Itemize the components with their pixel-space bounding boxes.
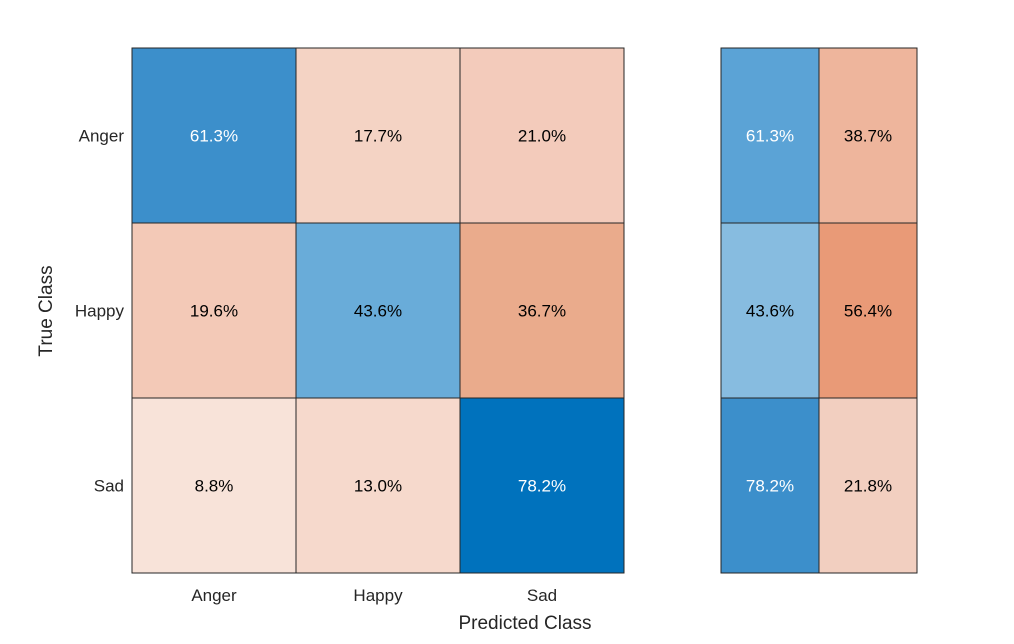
x-axis-label: Predicted Class [458,613,591,634]
x-tick-label: Sad [527,586,557,605]
x-tick-label: Happy [353,586,403,605]
cell-1-1 [818,222,918,399]
cell-value-1-2: 36.7% [518,302,566,321]
confusion-matrix-main: 61.3% 17.7% 21.0% 19.6% 43.6% 36.7% 8.8% 13.0% 7… [131,47,625,574]
cell-value-1-0: 43.6% [746,302,794,321]
cell-2-0 [131,397,297,574]
y-tick-labels: Anger Happy Sad [75,127,125,496]
y-axis-label: True Class [36,265,57,356]
cell-value-0-2: 21.0% [518,127,566,146]
cell-value-0-1: 17.7% [354,127,402,146]
cell-value-2-0: 8.8% [195,477,234,496]
x-tick-labels: Anger Happy Sad [191,586,557,605]
cell-1-0 [720,222,820,399]
cell-0-2 [459,47,625,224]
cell-1-1 [295,222,461,399]
cell-1-2 [459,222,625,399]
cell-0-0 [720,47,820,224]
cell-value-2-1: 21.8% [844,477,892,496]
cell-value-0-0: 61.3% [190,127,238,146]
cell-2-2 [459,397,625,574]
cell-0-1 [818,47,918,224]
cell-2-1 [295,397,461,574]
cell-value-1-1: 43.6% [354,302,402,321]
cell-value-2-0: 78.2% [746,477,794,496]
cell-value-1-1: 56.4% [844,302,892,321]
y-tick-label: Anger [79,127,125,146]
y-tick-label: Sad [94,477,124,496]
x-tick-label: Anger [191,586,237,605]
cell-2-1 [818,397,918,574]
cell-value-1-0: 19.6% [190,302,238,321]
y-tick-label: Happy [75,302,125,321]
cell-value-0-1: 38.7% [844,127,892,146]
cell-value-2-2: 78.2% [518,477,566,496]
cell-0-0 [131,47,297,224]
cell-0-1 [295,47,461,224]
cell-2-0 [720,397,820,574]
cell-1-0 [131,222,297,399]
cell-value-2-1: 13.0% [354,477,402,496]
row-summary-matrix: 61.3% 38.7% 43.6% 56.4% 78.2% 21.8% [720,47,918,574]
cell-value-0-0: 61.3% [746,127,794,146]
